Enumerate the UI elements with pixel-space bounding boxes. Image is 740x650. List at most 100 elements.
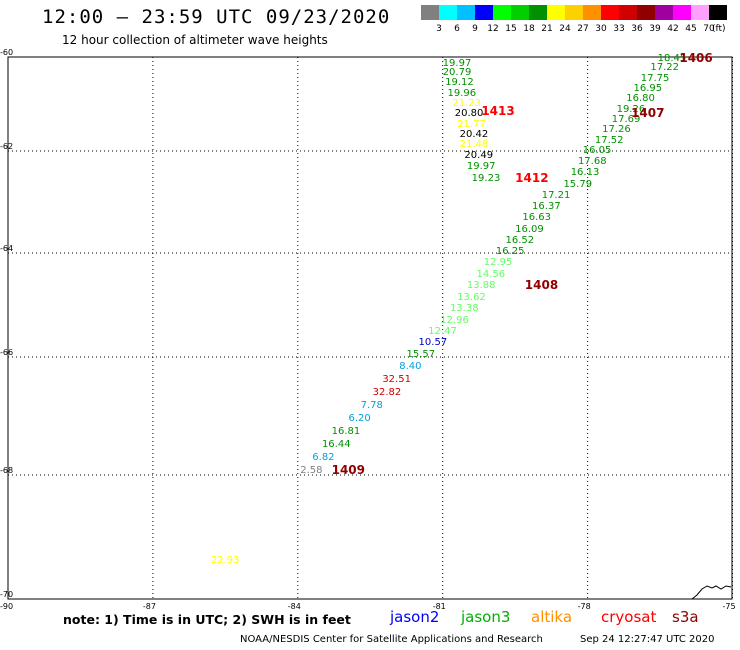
wave-height-label: 32.82 <box>372 387 402 399</box>
wave-height-label: 16.37 <box>532 201 561 213</box>
lat-tick-label: -64 <box>0 244 13 253</box>
legend-unit: (ft) <box>712 24 726 34</box>
legend-swatch <box>565 5 583 20</box>
wave-height-label: 16.52 <box>505 234 535 246</box>
pass-number-label: 1408 <box>524 278 559 293</box>
legend-label: 15 <box>505 24 517 34</box>
wave-height-label: 10.57 <box>418 337 448 349</box>
wave-height-label: 6.20 <box>348 413 371 425</box>
wave-height-label: 19.96 <box>447 87 477 99</box>
wave-height-label: 19.23 <box>471 172 501 184</box>
legend-swatch <box>529 5 547 20</box>
wave-height-label: 22.93 <box>210 554 240 566</box>
wave-height-label: 21.48 <box>459 139 489 151</box>
wave-height-label: 13.88 <box>466 280 496 292</box>
wave-height-label: 17.22 <box>650 62 680 74</box>
legend-label: 24 <box>559 24 571 34</box>
wave-height-label: 8.40 <box>399 361 422 373</box>
wave-height-label: 7.78 <box>360 400 383 412</box>
legend-label: 42 <box>667 24 679 34</box>
wave-height-label: 20.80 <box>454 108 484 120</box>
wave-height-label: 32.51 <box>382 374 411 386</box>
wave-height-label: 20.49 <box>464 150 494 162</box>
wave-height-label: 12.95 <box>483 257 513 269</box>
legend-label: 45 <box>685 24 697 34</box>
legend-swatch <box>655 5 673 20</box>
wave-height-label: 17.26 <box>602 124 631 136</box>
legend-swatch <box>475 5 493 20</box>
legend-swatch <box>691 5 709 20</box>
legend-label: 33 <box>613 24 625 34</box>
wave-height-label: 13.62 <box>457 291 486 303</box>
wave-height-label: 17.21 <box>541 189 571 201</box>
plot-frame <box>7 56 733 600</box>
legend-swatch <box>439 5 457 20</box>
wave-height-label: 16.44 <box>321 439 351 451</box>
legend-swatch <box>709 5 727 20</box>
legend-swatch <box>511 5 529 20</box>
coastline <box>691 585 732 600</box>
legend-swatch <box>583 5 601 20</box>
wave-height-label: 12.96 <box>440 314 469 326</box>
legend-label: 30 <box>595 24 607 34</box>
lon-tick-label: -87 <box>143 602 156 611</box>
wave-height-label: 17.68 <box>577 156 607 168</box>
satellite-name-s3a: s3a <box>672 608 699 626</box>
legend-label: 70 <box>703 24 715 34</box>
lon-tick-label: -81 <box>433 602 446 611</box>
wave-height-label: 18.45 <box>657 53 687 64</box>
satellite-name-jason3: jason3 <box>461 608 511 626</box>
wave-height-label: 2.58 <box>300 465 323 477</box>
wave-height-label: 16.63 <box>522 212 552 224</box>
wave-height-label: 15.79 <box>563 178 593 190</box>
wave-height-label: 13.38 <box>449 303 479 315</box>
pass-number-label: 1413 <box>481 103 515 118</box>
wave-height-label: 17.69 <box>611 114 641 126</box>
lat-tick-label: -66 <box>0 348 13 357</box>
wave-height-label: 6.82 <box>312 452 335 464</box>
lat-tick-label: -68 <box>0 466 13 475</box>
legend-swatch <box>619 5 637 20</box>
wave-height-label: 14.56 <box>476 268 506 280</box>
pass-number-label: 1406 <box>679 51 713 65</box>
wave-height-label: 16.95 <box>633 83 663 95</box>
legend-label: 36 <box>631 24 643 34</box>
generated-timestamp: Sep 24 12:27:47 UTC 2020 <box>580 634 715 645</box>
wave-height-label: 19.97 <box>442 57 472 69</box>
wave-height-label: 16.13 <box>570 167 600 179</box>
wave-height-label: 15.57 <box>406 348 436 360</box>
legend-swatch <box>637 5 655 20</box>
wave-height-label: 17.52 <box>594 134 624 146</box>
footnote: note: 1) Time is in UTC; 2) SWH is in fe… <box>63 612 351 627</box>
legend-label: 27 <box>577 24 589 34</box>
legend-label: 3 <box>436 24 442 34</box>
wave-height-label: 12.47 <box>428 325 457 337</box>
legend-label: 9 <box>472 24 478 34</box>
lon-tick-label: -90 <box>0 602 13 611</box>
map-title: 12:00 – 23:59 UTC 09/23/2020 <box>42 6 391 28</box>
wave-height-label: 16.05 <box>582 145 612 157</box>
lat-tick-label: -62 <box>0 142 13 151</box>
satellite-name-jason2: jason2 <box>390 608 440 626</box>
legend-swatch <box>673 5 691 20</box>
wave-height-label: 16.09 <box>515 223 544 235</box>
legend-swatch <box>547 5 565 20</box>
wave-height-label: 20.79 <box>442 67 472 79</box>
wave-height-label: 21.77 <box>457 118 486 130</box>
wave-height-label: 17.75 <box>640 72 670 84</box>
pass-number-label: 1412 <box>515 170 549 185</box>
legend-swatch <box>493 5 511 20</box>
wave-height-label: 16.81 <box>331 426 361 438</box>
legend-swatch <box>457 5 475 20</box>
lat-tick-label: -70 <box>0 590 13 599</box>
legend-label: 6 <box>454 24 460 34</box>
legend-label: 21 <box>541 24 553 34</box>
wave-height-label: 16.25 <box>495 245 525 257</box>
plot-border <box>7 56 733 600</box>
lon-tick-label: -78 <box>578 602 591 611</box>
wave-height-label: 21.23 <box>452 98 481 110</box>
pass-number-label: 1409 <box>331 463 366 478</box>
wave-height-label: 19.12 <box>445 77 474 89</box>
legend-swatch <box>421 5 439 20</box>
